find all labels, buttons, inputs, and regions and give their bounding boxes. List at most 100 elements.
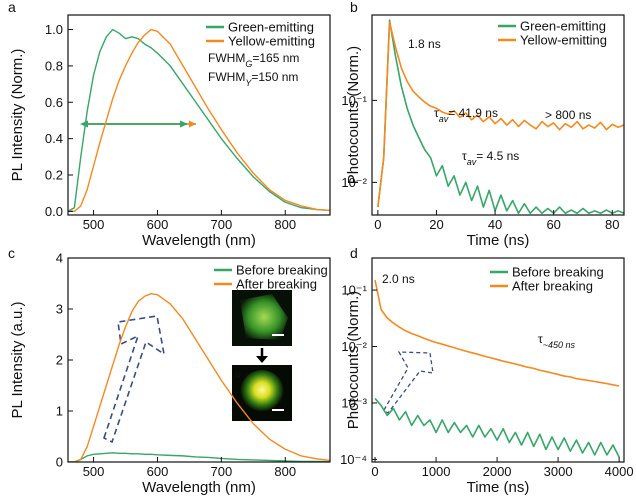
y-axis-label: PL Intensity (a.u.) xyxy=(9,301,26,418)
y-tick-label: 0 xyxy=(56,455,63,470)
y-tick-label: 3 xyxy=(56,302,63,317)
annotation: τav= 4.5 ns xyxy=(462,149,519,167)
insets xyxy=(232,290,292,421)
y-tick-label: 2 xyxy=(56,353,63,368)
inset-arrow-head xyxy=(256,356,268,363)
legend-label: After breaking xyxy=(512,279,593,294)
y-tick-label: 0.2 xyxy=(45,168,63,183)
annotation-part: i xyxy=(236,287,239,301)
annotation-part: Y xyxy=(245,78,252,88)
y-tick-label: 0.6 xyxy=(45,95,63,110)
x-tick-label: 3000 xyxy=(544,464,573,479)
panel: 500 600 700 800 0.0 0.2 0.4 0.6 0.8 1.0 Wavelength… xyxy=(8,0,331,249)
dashed-arrow-d xyxy=(383,351,434,414)
legend-label: Before breaking xyxy=(512,265,604,280)
data-line xyxy=(377,19,624,215)
crystal xyxy=(240,294,288,340)
y-tick-label: 10⁻³ xyxy=(341,395,367,410)
annotation: τav= 41.9 ns xyxy=(434,106,498,124)
annotation-part: ~450 ns xyxy=(543,340,576,350)
x-tick-label: 600 xyxy=(147,464,169,479)
annotation-part: 2.0 ns xyxy=(382,272,415,286)
x-axis-label: Time (ns) xyxy=(467,479,530,496)
plot-frame xyxy=(371,14,625,216)
x-tick-label: 500 xyxy=(83,217,105,232)
y-tick-label: 10⁻¹ xyxy=(341,93,367,108)
x-tick-label: 800 xyxy=(274,464,296,479)
data-line xyxy=(377,21,624,208)
crystal-glow xyxy=(240,370,284,414)
annotation: 2.0 ns xyxy=(382,272,415,286)
arrow-head xyxy=(180,120,188,128)
x-axis-label: Wavelength (nm) xyxy=(142,232,256,249)
x-tick-label: 1000 xyxy=(422,464,451,479)
y-axis-label: Photocounts (Norm.) xyxy=(345,46,362,184)
legend-label: Yellow-emitting xyxy=(228,34,315,49)
fwhm-arrows xyxy=(80,120,196,128)
annotation-part: av xyxy=(467,157,477,167)
x-tick-label: 20 xyxy=(429,217,443,232)
y-tick-label: 0.0 xyxy=(45,204,63,219)
x-tick-label: 700 xyxy=(211,217,233,232)
data-line xyxy=(68,28,330,213)
annotation-part: > 800 ns xyxy=(545,108,591,122)
x-tick-label: 80 xyxy=(605,217,619,232)
legend-label: Yellow-emitting xyxy=(520,33,607,48)
annotation-part: ii xyxy=(235,367,240,381)
arrow-head xyxy=(189,120,196,128)
annotation-part: 1.8 ns xyxy=(408,37,441,51)
x-tick-label: 0 xyxy=(371,464,378,479)
panel: 0 1000 2000 3000 4000 10⁻⁴ 10⁻³ 10⁻² 10⁻¹ Time (n… xyxy=(340,245,634,496)
annotation-part: = 4.5 ns xyxy=(476,149,519,163)
data-line xyxy=(68,28,330,212)
legend-label: After breaking xyxy=(236,277,317,292)
x-tick-label: 0 xyxy=(374,217,381,232)
plot-frame xyxy=(371,257,625,463)
legend-label: Green-emitting xyxy=(228,20,314,35)
data-line xyxy=(68,293,330,462)
panel-label: d xyxy=(350,245,358,261)
annotation-part: =150 nm xyxy=(251,70,298,84)
panel-label: b xyxy=(350,0,358,15)
panel-label: c xyxy=(8,245,15,261)
y-tick-label: 1 xyxy=(56,404,63,419)
y-tick-label: 10⁻² xyxy=(341,339,367,354)
dashed-arrow-c xyxy=(103,315,166,444)
annotation: FWHMG=165 nm xyxy=(208,51,299,69)
y-axis-label: Photocounts (Norm.) xyxy=(345,291,362,429)
annotation-part: = 41.9 ns xyxy=(448,106,498,120)
annotation: 1.8 ns xyxy=(408,37,441,51)
annotation: > 800 ns xyxy=(545,108,591,122)
annotation: FWHMY=150 nm xyxy=(208,70,298,88)
y-tick-label: 10⁻⁴ xyxy=(340,452,367,467)
x-tick-label: 800 xyxy=(274,217,296,232)
annotation: ii xyxy=(235,367,240,381)
data-line xyxy=(374,279,620,387)
data-line xyxy=(68,452,330,462)
x-tick-label: 4000 xyxy=(605,464,634,479)
legend-label: Before breaking xyxy=(236,263,328,278)
y-tick-label: 1.0 xyxy=(45,22,63,37)
annotation-part: =165 nm xyxy=(252,51,299,65)
panel-label: a xyxy=(8,0,16,15)
annotation-part: τ xyxy=(462,149,467,163)
arrow-head xyxy=(80,120,88,128)
plot-frame xyxy=(67,14,331,216)
annotation-part: G xyxy=(245,59,252,69)
annotation-part: FWHM xyxy=(208,51,245,65)
annotation-part: τ xyxy=(434,106,439,120)
x-tick-label: 600 xyxy=(147,217,169,232)
x-tick-label: 2000 xyxy=(483,464,512,479)
y-tick-label: 0.8 xyxy=(45,58,63,73)
x-axis-label: Time (ns) xyxy=(467,232,530,249)
annotation: i xyxy=(236,287,239,301)
panel: 0 20 40 60 80 10⁻² 10⁻¹ Time (ns) Photocounts (N… xyxy=(341,0,625,249)
annotation-part: τ xyxy=(538,332,543,346)
annotation-part: av xyxy=(439,114,449,124)
x-tick-label: 500 xyxy=(83,464,105,479)
annotation-part: FWHM xyxy=(208,70,245,84)
x-tick-label: 700 xyxy=(211,464,233,479)
y-tick-label: 10⁻² xyxy=(341,175,367,190)
